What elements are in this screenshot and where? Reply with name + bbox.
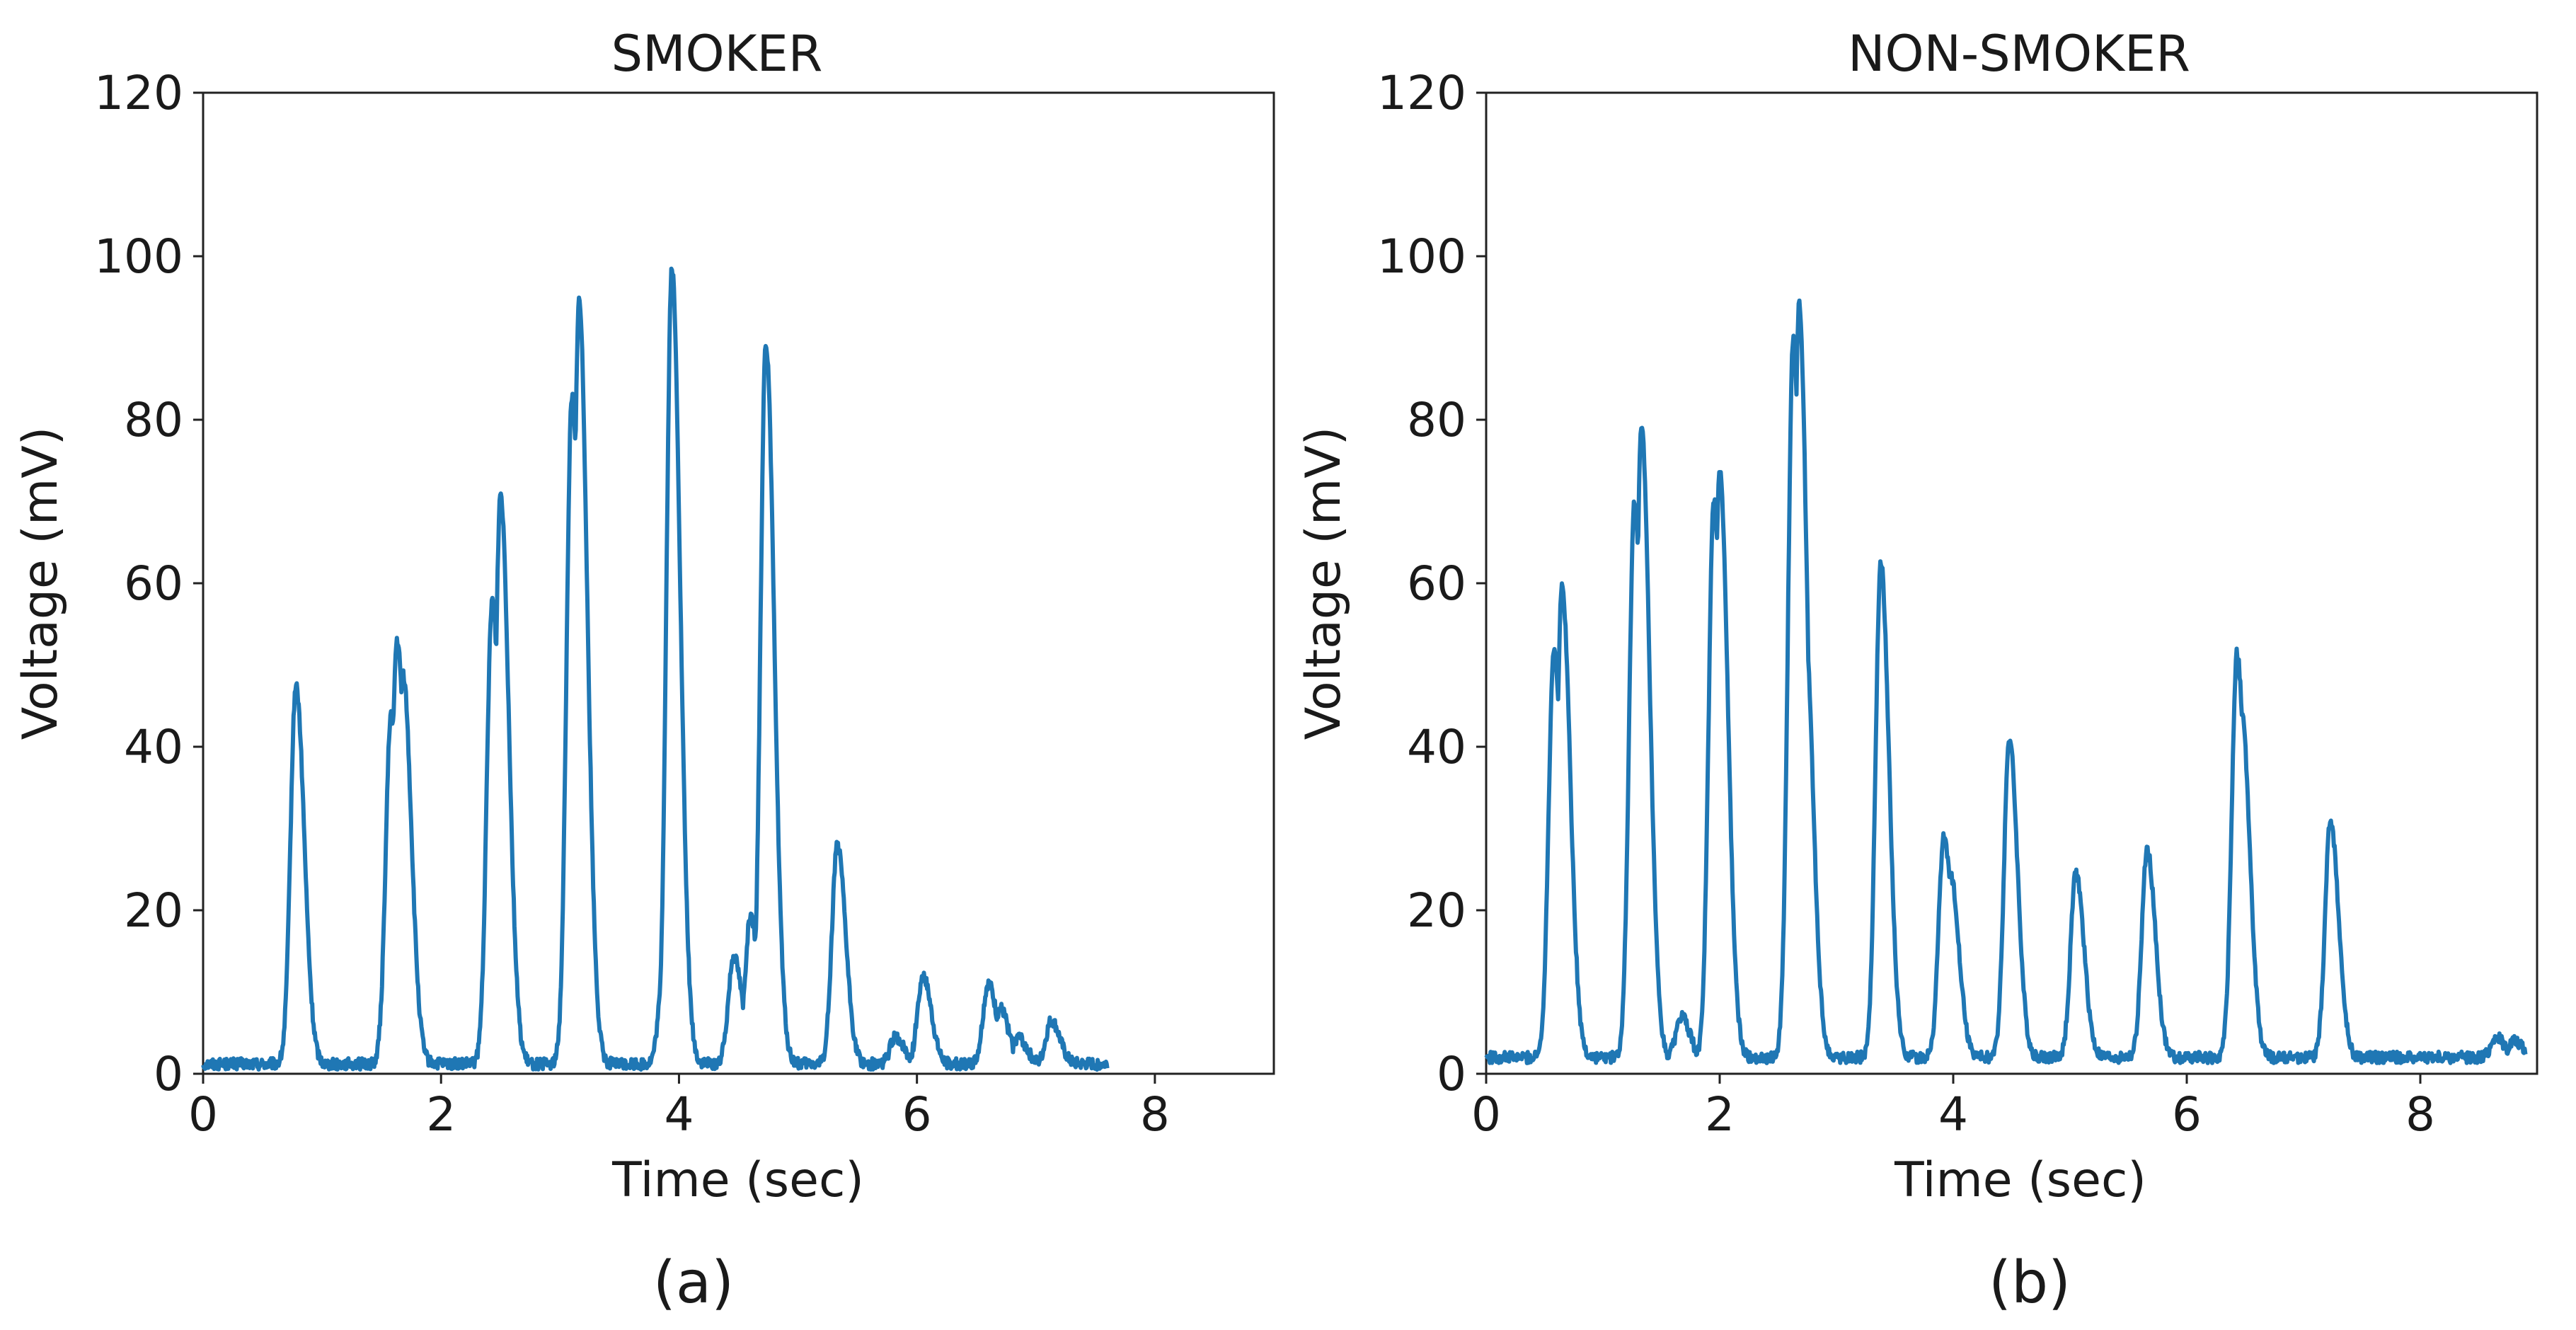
y-tick-label: 80 — [124, 393, 183, 447]
chart-title: NON-SMOKER — [1848, 25, 2190, 83]
series-line-non-smoker — [1484, 298, 2528, 1065]
x-tick-label: 0 — [1471, 1087, 1501, 1142]
x-axis-label: Time (sec) — [1894, 1152, 2146, 1208]
y-tick-label: 0 — [1437, 1047, 1466, 1101]
x-tick-label: 2 — [1705, 1087, 1735, 1142]
y-tick-label: 20 — [124, 883, 183, 938]
figure-caption: (a) — [653, 1249, 734, 1317]
y-axis-label: Voltage (mV) — [13, 427, 69, 740]
figure-caption: (b) — [1989, 1249, 2071, 1317]
y-tick-label: 80 — [1407, 393, 1466, 447]
x-tick-label: 0 — [188, 1087, 218, 1142]
y-tick-label: 40 — [124, 720, 183, 774]
x-tick-label: 6 — [2172, 1087, 2202, 1142]
series-line-smoker — [201, 266, 1110, 1072]
y-tick-label: 0 — [154, 1047, 183, 1101]
y-tick-label: 100 — [1377, 229, 1466, 284]
y-tick-label: 120 — [1377, 66, 1466, 120]
x-tick-label: 8 — [2405, 1087, 2435, 1142]
y-tick-label: 100 — [94, 229, 183, 284]
x-tick-label: 4 — [1938, 1087, 1968, 1142]
y-tick-label: 120 — [94, 66, 183, 120]
y-tick-label: 60 — [124, 556, 183, 611]
plot-frame — [1485, 91, 2538, 1075]
x-axis-label: Time (sec) — [611, 1152, 864, 1208]
y-tick-label: 40 — [1407, 720, 1466, 774]
y-axis-label: Voltage (mV) — [1296, 427, 1352, 740]
plot-frame — [202, 91, 1275, 1075]
x-tick-label: 2 — [426, 1087, 456, 1142]
x-tick-label: 4 — [664, 1087, 694, 1142]
y-tick-label: 60 — [1407, 556, 1466, 611]
chart-title: SMOKER — [611, 25, 823, 83]
y-tick-label: 20 — [1407, 883, 1466, 938]
x-tick-label: 8 — [1140, 1087, 1170, 1142]
x-tick-label: 6 — [902, 1087, 932, 1142]
